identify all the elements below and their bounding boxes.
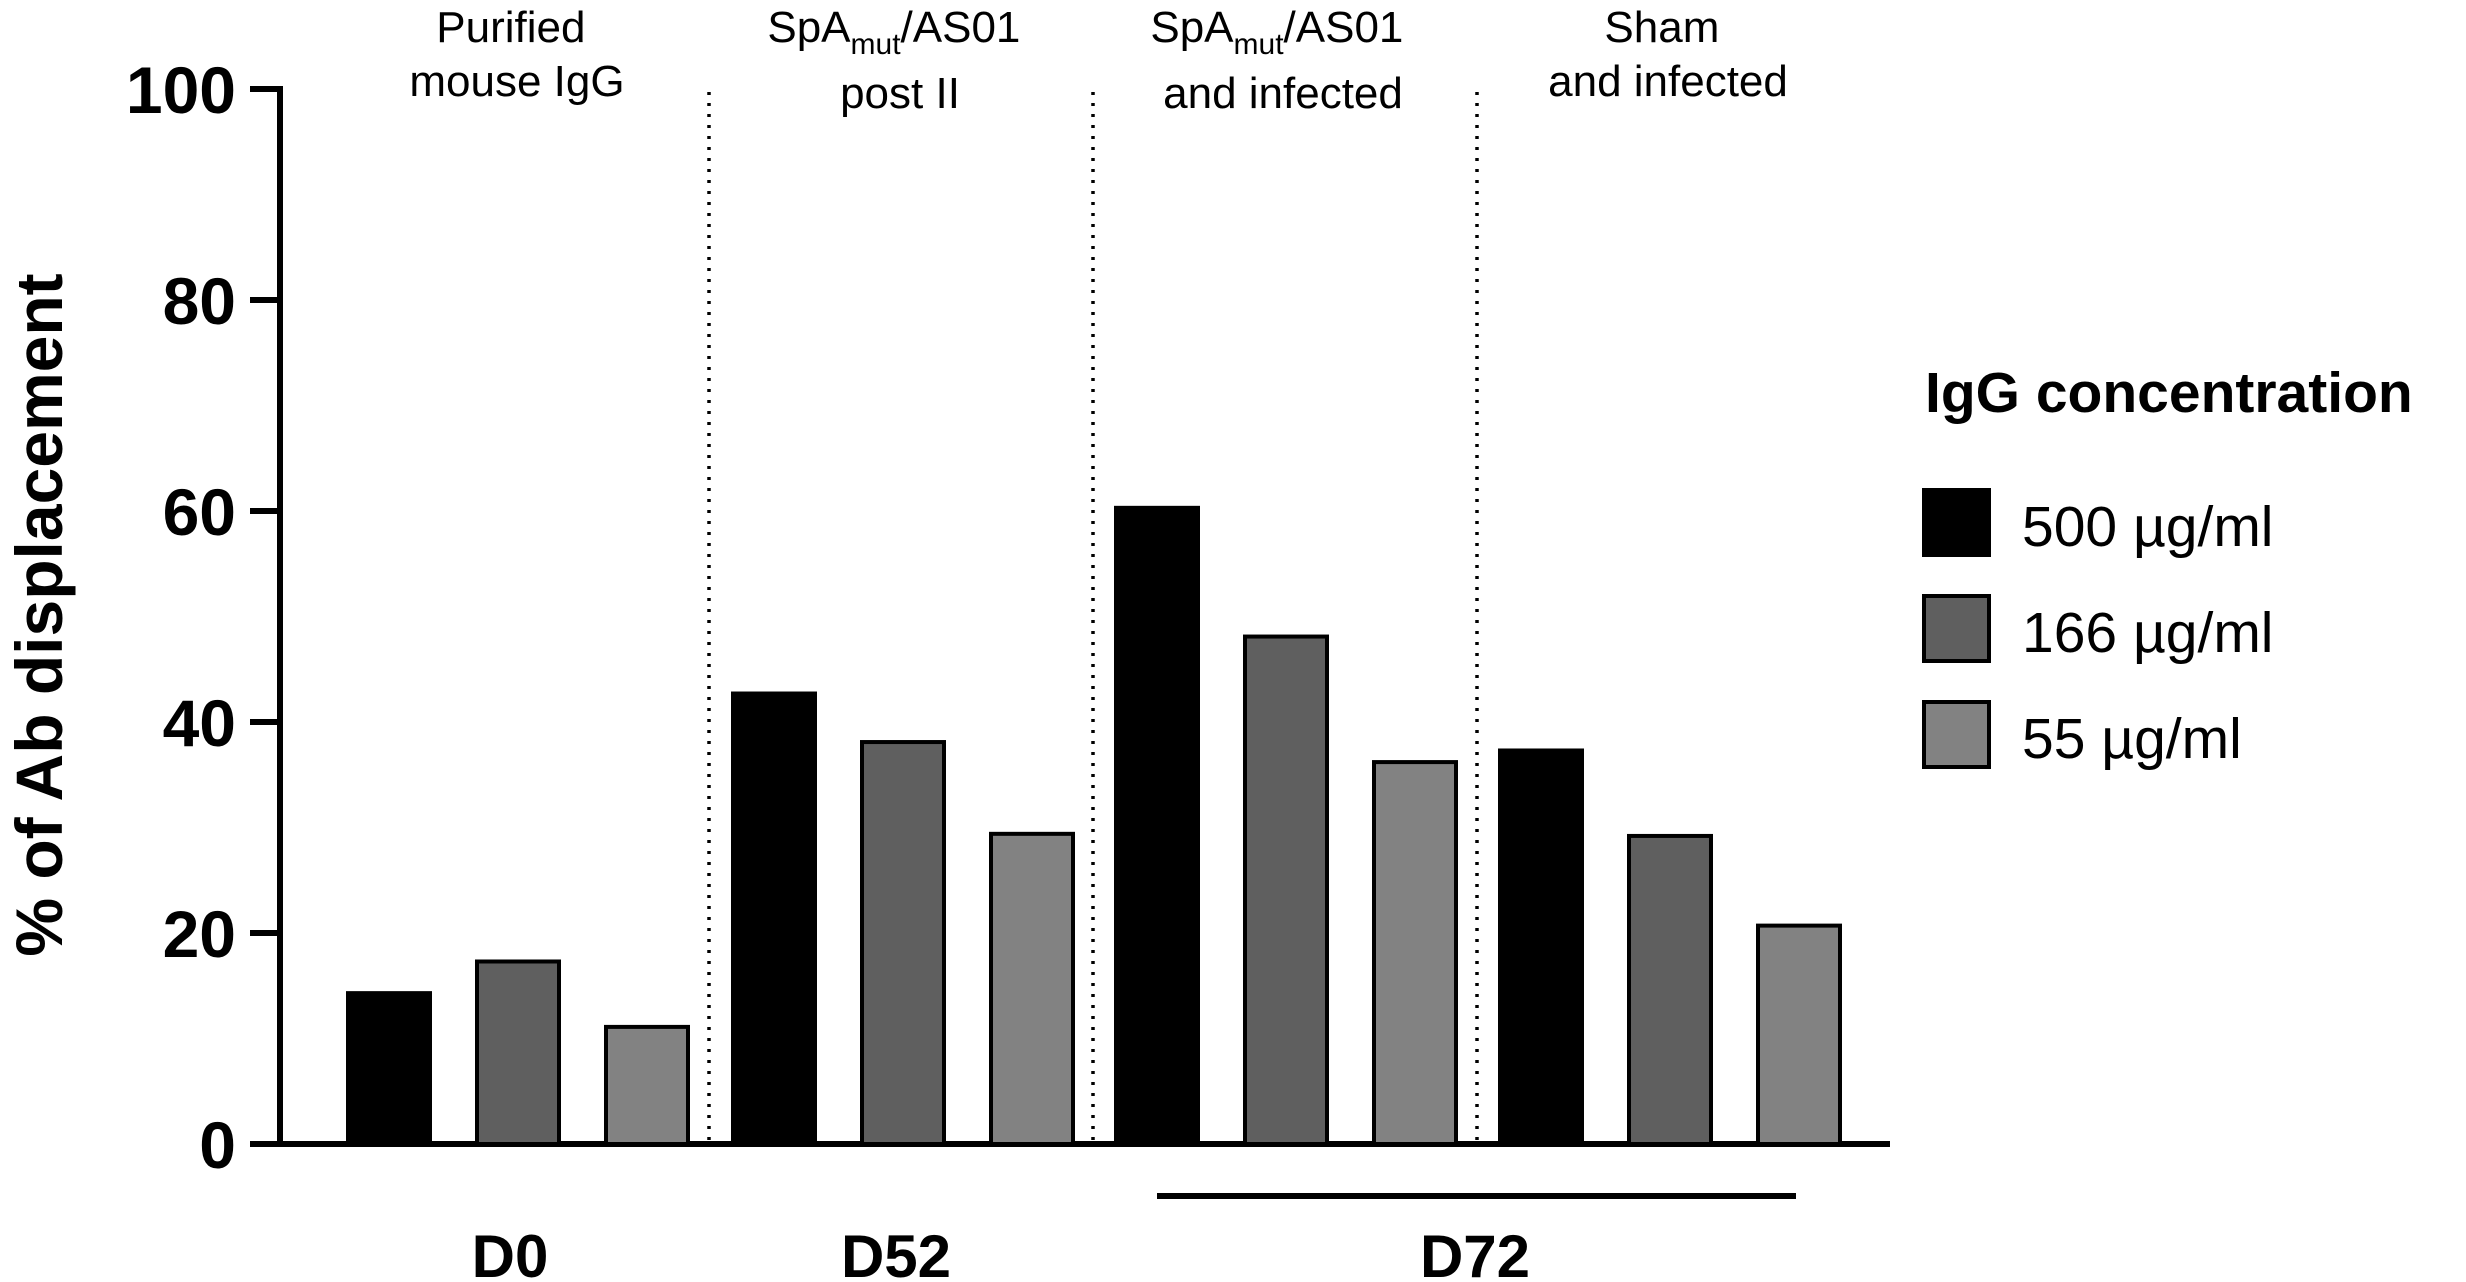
y-tick-label: 0 <box>199 1108 236 1182</box>
bar-group1-series2 <box>475 959 561 1146</box>
bar-group3-series1 <box>1114 505 1200 1146</box>
y-tick-label: 100 <box>126 53 236 127</box>
bar-group2-series3 <box>989 831 1075 1147</box>
group-label-spa-inf-post: /AS01 <box>1284 3 1404 52</box>
group-label-purified-line2: mouse IgG <box>409 57 624 106</box>
bar-group1-series3 <box>604 1024 690 1147</box>
day-label-d0: D0 <box>472 1223 549 1282</box>
group-label-spa-inf-line2: and infected <box>1163 69 1403 118</box>
y-axis-label: % of Ab displacement <box>2 273 76 956</box>
legend-title: IgG concentration <box>1925 361 2413 425</box>
group-separators <box>707 92 1479 1142</box>
group-label-spa-infected: SpAmut/AS01 and infected <box>1150 3 1415 118</box>
y-tick-label: 40 <box>163 686 236 760</box>
y-tick-label: 20 <box>163 897 236 971</box>
group-label-spa-post: /AS01 <box>901 3 1021 52</box>
group-label-sham-line2: and infected <box>1548 57 1788 106</box>
bar-group3-series2 <box>1243 634 1329 1146</box>
legend-label-166: 166 µg/ml <box>2022 601 2273 665</box>
group-label-sham-infected: Sham and infected <box>1548 3 1788 106</box>
bars <box>346 505 1842 1147</box>
group-label-spa-inf-pre: SpA <box>1150 3 1234 52</box>
bar-group4-series2 <box>1627 833 1713 1146</box>
group-label-sham-line1: Sham <box>1604 3 1719 52</box>
bar-group4-series3 <box>1756 923 1842 1146</box>
y-tick-label: 60 <box>163 475 236 549</box>
bar-group1-series1 <box>346 991 432 1147</box>
legend-swatch-500 <box>1922 488 1991 557</box>
y-ticks: 0 20 40 60 80 100 <box>126 53 280 1182</box>
legend-label-500: 500 µg/ml <box>2022 495 2273 559</box>
group-label-purified-line1: Purified <box>436 3 585 52</box>
group-label-post-ii-line2: post II <box>840 69 960 118</box>
bar-group3-series3 <box>1372 760 1458 1147</box>
legend-label-55: 55 µg/ml <box>2022 707 2242 771</box>
day-label-d52: D52 <box>841 1223 951 1282</box>
group-label-spa-inf-sub: mut <box>1234 28 1285 61</box>
y-tick-label: 80 <box>163 264 236 338</box>
legend-swatch-55 <box>1922 700 1991 769</box>
legend: IgG concentration 500 µg/ml 166 µg/ml 55… <box>1922 361 2413 771</box>
group-label-spa-sub: mut <box>851 28 902 61</box>
bar-group2-series1 <box>731 691 817 1146</box>
legend-swatch-166 <box>1922 594 1991 663</box>
bar-group4-series1 <box>1498 748 1584 1146</box>
group-label-purified-mouse-igg: Purified mouse IgG <box>409 3 624 106</box>
group-label-spa-post-ii: SpAmut/AS01 post II <box>767 3 1032 118</box>
group-label-spa-pre: SpA <box>767 3 851 52</box>
bar-group2-series2 <box>860 740 946 1146</box>
day-label-d72: D72 <box>1420 1223 1530 1282</box>
